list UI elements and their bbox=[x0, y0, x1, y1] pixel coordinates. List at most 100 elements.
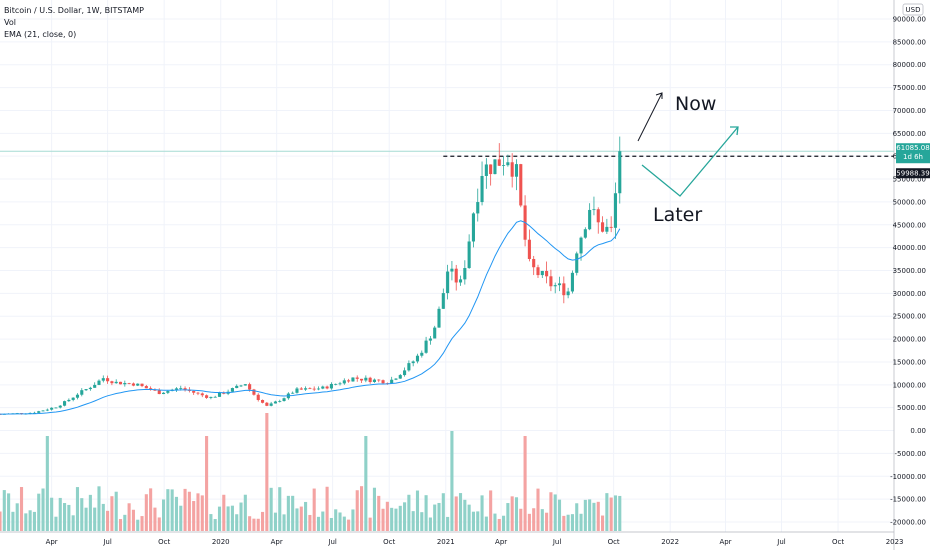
candle-body bbox=[424, 340, 428, 353]
symbol-title[interactable]: Bitcoin / U.S. Dollar, 1W, BITSTAMP bbox=[4, 6, 144, 15]
candle-body bbox=[196, 392, 200, 394]
volume-bar bbox=[84, 507, 88, 531]
candle-body bbox=[213, 396, 217, 398]
volume-bar bbox=[519, 508, 523, 531]
volume-bar bbox=[153, 507, 157, 531]
ema-legend[interactable]: EMA (21, close, 0) bbox=[4, 30, 77, 39]
volume-bar bbox=[179, 505, 183, 531]
volume-bar bbox=[428, 517, 432, 531]
candle-body bbox=[269, 403, 273, 406]
volume-bar bbox=[385, 501, 389, 531]
volume-bar bbox=[75, 487, 80, 531]
candle-body bbox=[265, 402, 269, 406]
volume-bar bbox=[411, 511, 415, 531]
candle-body bbox=[553, 285, 557, 287]
candle-body bbox=[407, 363, 411, 371]
candle-body bbox=[239, 385, 243, 387]
candle-body bbox=[433, 327, 437, 339]
candle-body bbox=[312, 388, 316, 390]
candle-body bbox=[230, 388, 234, 392]
candle-body bbox=[97, 380, 101, 385]
candle-body bbox=[93, 384, 97, 388]
candle-body bbox=[394, 378, 398, 380]
candle-body bbox=[334, 383, 338, 385]
candle-body bbox=[101, 378, 105, 381]
candle-body bbox=[510, 162, 514, 177]
volume-bar bbox=[390, 507, 394, 531]
candle-body bbox=[329, 383, 333, 389]
candle-body bbox=[583, 229, 587, 238]
volume-bar bbox=[304, 501, 308, 531]
candle-body bbox=[549, 276, 553, 287]
candle-body bbox=[252, 389, 256, 395]
volume-bar bbox=[588, 499, 592, 531]
price-tick-label: 20000.00 bbox=[893, 336, 926, 344]
candle-body bbox=[458, 279, 463, 283]
volume-bar bbox=[510, 496, 514, 531]
volume-bar bbox=[618, 495, 622, 531]
price-tick-label: 10000.00 bbox=[893, 381, 926, 389]
volume-bar bbox=[97, 486, 101, 531]
volume-bar bbox=[71, 515, 75, 531]
candle-body bbox=[299, 388, 303, 390]
volume-bar bbox=[162, 499, 166, 531]
price-tick-label: -15000.00 bbox=[890, 496, 926, 504]
candle-body bbox=[321, 386, 325, 389]
candle-body bbox=[140, 383, 144, 387]
price-tick-label: -10000.00 bbox=[890, 473, 926, 481]
later-arrow-head bbox=[730, 126, 739, 136]
candle-body bbox=[502, 165, 506, 166]
candle-body bbox=[222, 392, 226, 394]
time-tick-label: 2021 bbox=[437, 538, 455, 546]
volume-bar bbox=[54, 516, 58, 531]
volume-bar bbox=[489, 490, 493, 531]
price-tick-label: 5000.00 bbox=[897, 404, 926, 412]
candle-body bbox=[519, 164, 523, 206]
volume-bar bbox=[41, 488, 45, 531]
price-tick-label: 0.00 bbox=[910, 427, 926, 435]
candle-body bbox=[316, 388, 321, 390]
volume-bar bbox=[28, 510, 32, 531]
volume-bar bbox=[200, 495, 204, 531]
price-tick-label: 75000.00 bbox=[893, 84, 926, 92]
volume-bar bbox=[7, 493, 11, 531]
candle-body bbox=[377, 379, 381, 381]
volume-bar bbox=[334, 509, 338, 531]
volume-bar bbox=[256, 518, 260, 531]
volume-bar bbox=[407, 494, 411, 531]
candle-body bbox=[217, 392, 222, 397]
volume-bar bbox=[260, 511, 265, 531]
candle-body bbox=[45, 409, 49, 411]
candle-body bbox=[536, 267, 540, 276]
price-tick-label: 35000.00 bbox=[893, 267, 926, 275]
volume-bar bbox=[605, 493, 609, 531]
candle-body bbox=[364, 377, 368, 381]
volume-bar bbox=[424, 495, 428, 531]
volume-bar bbox=[484, 516, 488, 531]
candle-body bbox=[476, 202, 480, 214]
volume-bar bbox=[359, 486, 364, 531]
time-tick-label: Oct bbox=[383, 538, 395, 546]
volume-bar bbox=[295, 508, 299, 531]
volume-bar bbox=[118, 519, 123, 531]
time-tick-label: Jul bbox=[327, 538, 337, 546]
volume-bar bbox=[613, 495, 618, 531]
volume-bar bbox=[174, 496, 179, 531]
level-price-value: 59988.39 bbox=[896, 170, 929, 178]
volume-bar bbox=[493, 513, 497, 531]
annotations: Now Later bbox=[637, 92, 739, 226]
volume-bar bbox=[106, 510, 110, 531]
candle-body bbox=[342, 380, 346, 384]
candle-body bbox=[106, 378, 110, 382]
candle-body bbox=[110, 381, 114, 384]
candle-body bbox=[351, 377, 355, 382]
volume-bar bbox=[536, 488, 540, 531]
price-tick-label: 80000.00 bbox=[893, 61, 926, 69]
candle-body bbox=[381, 380, 385, 384]
volume-legend[interactable]: Vol bbox=[4, 18, 16, 27]
currency-badge[interactable]: USD bbox=[902, 3, 924, 16]
now-arrow-shaft bbox=[637, 92, 663, 142]
time-axis[interactable]: Apr Jul Oct 2020 Apr Jul Oct 2021 Apr Jul Oct 2022 A… bbox=[46, 538, 904, 546]
price-tick-label: -20000.00 bbox=[890, 519, 926, 527]
